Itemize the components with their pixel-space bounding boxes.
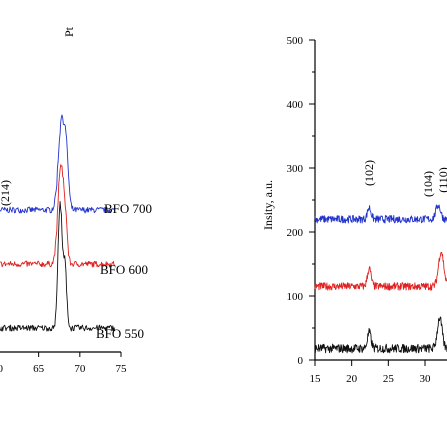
peak-label-110: (110)	[436, 167, 447, 193]
right-y-tick-label: 300	[287, 163, 304, 175]
right-x-tick-label: 20	[346, 373, 358, 385]
right-y-tick-label: 200	[287, 227, 304, 239]
peak-label-104: (104)	[421, 171, 435, 197]
right-y-axis-title: Insity, a.u.	[261, 180, 275, 230]
right-x-tick-label: 25	[383, 373, 395, 385]
peak-label-214: (214)	[0, 180, 12, 206]
peak-label-pt: Pt	[62, 26, 76, 37]
series-label-bfo550: BFO 550	[96, 326, 144, 341]
right-panel: 0 100 200 300 400 500 15 20 25 30 Insity, a.u. (1…	[261, 35, 447, 385]
left-trace-bfo600	[0, 164, 116, 268]
left-trace-bfo700	[0, 114, 115, 214]
left-x-tick-label: 75	[116, 363, 128, 375]
right-y-tick-label: 0	[298, 355, 304, 367]
right-x-tick-label: 30	[420, 373, 432, 385]
right-y-tick-label: 500	[287, 35, 304, 47]
right-trace-bfo550	[314, 316, 447, 354]
left-trace-bfo550	[0, 201, 116, 332]
series-label-bfo700: BFO 700	[104, 201, 152, 216]
right-y-tick-label: 400	[287, 99, 304, 111]
left-x-tick-label: 70	[74, 363, 86, 375]
right-y-tick-label: 100	[287, 291, 304, 303]
peak-label-102: (102)	[362, 160, 376, 186]
left-panel: 60 65 70 75 Pt (214) BFO 700 BFO 600 BFO 55…	[0, 26, 152, 375]
right-trace-bfo600	[314, 251, 447, 291]
series-label-bfo600: BFO 600	[100, 262, 148, 277]
right-trace-bfo700	[314, 204, 447, 224]
left-x-tick-label: 60	[0, 363, 3, 375]
left-x-tick-label: 65	[33, 363, 45, 375]
right-x-tick-label: 15	[310, 373, 322, 385]
